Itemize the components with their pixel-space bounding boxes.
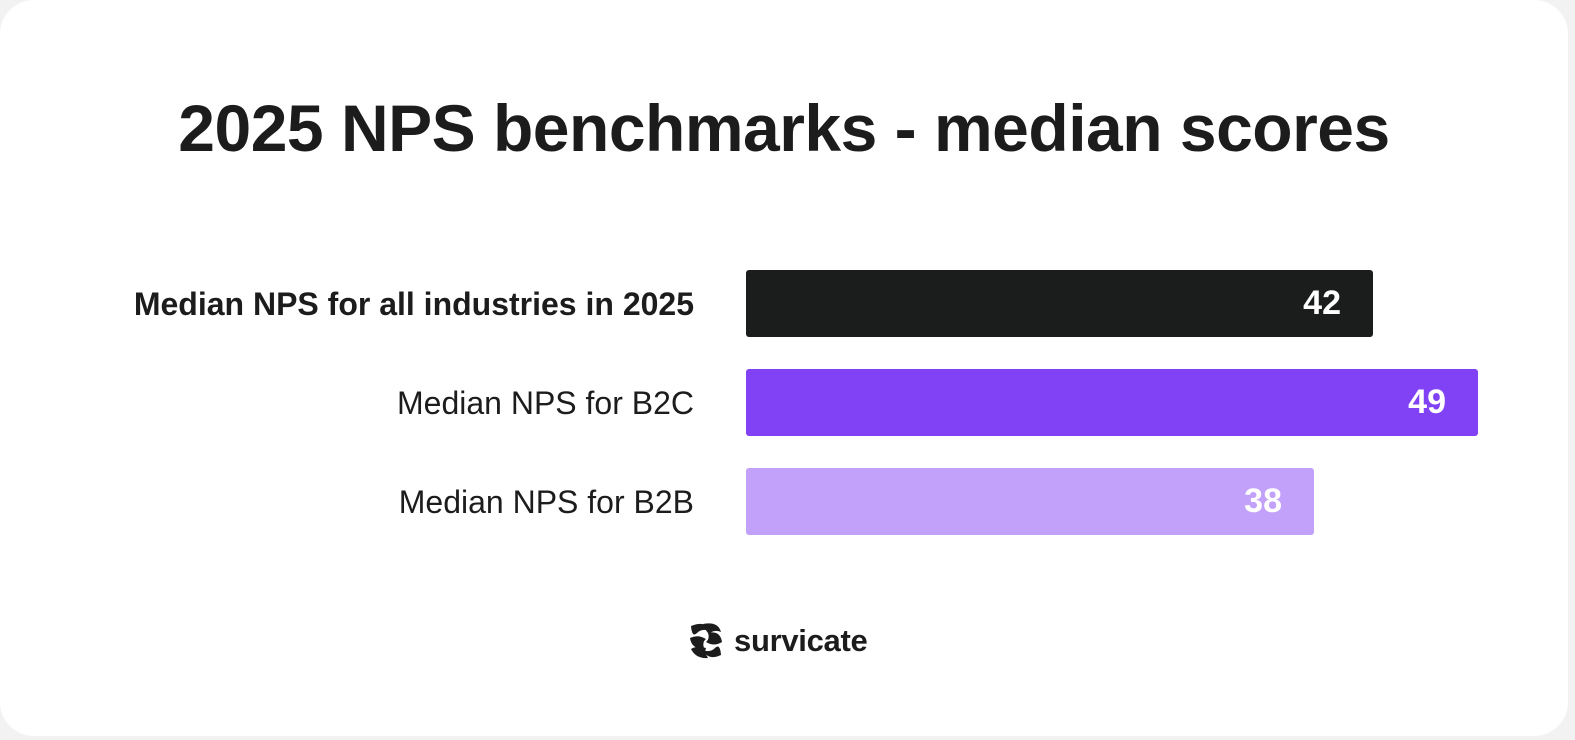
bar: 38 [746,468,1314,535]
bar: 49 [746,369,1478,436]
category-label: Median NPS for all industries in 2025 [133,286,694,322]
chart-title: 2025 NPS benchmarks - median scores [178,91,1390,165]
bar-value-label: 42 [1303,284,1341,322]
bar-value-label: 49 [1408,383,1446,421]
brand-name: survicate [734,623,868,658]
bar-value-label: 38 [1244,482,1282,520]
bar: 42 [746,270,1373,337]
category-label: Median NPS for B2B [398,484,694,520]
category-label: Median NPS for B2C [396,385,694,421]
brand-logo: survicate [688,620,868,662]
survicate-logo-icon [690,623,722,659]
